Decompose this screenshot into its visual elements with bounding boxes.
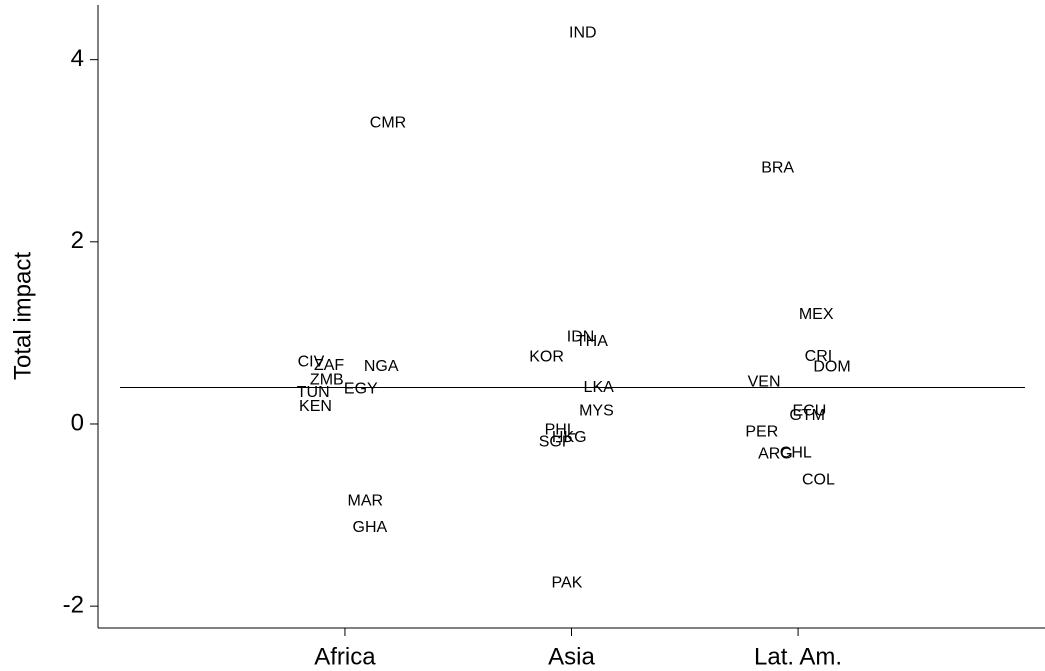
point-label: DOM: [813, 359, 850, 376]
point-label: GHA: [353, 519, 388, 536]
point-label: THA: [576, 333, 608, 350]
point-label: ARG: [758, 445, 793, 462]
y-tick-label: 4: [71, 45, 84, 72]
point-label: MAR: [348, 493, 384, 510]
point-label: IDN: [567, 329, 595, 346]
point-label: GTM: [789, 407, 825, 424]
y-tick-label: -2: [63, 591, 84, 618]
point-label: ZMB: [310, 371, 344, 388]
point-label: SGP: [539, 433, 573, 450]
point-label: KEN: [299, 398, 332, 415]
y-tick-label: 2: [71, 227, 84, 254]
point-label: MYS: [579, 402, 614, 419]
point-label: CMR: [370, 115, 406, 132]
point-label: IND: [569, 24, 597, 41]
point-label: LKA: [584, 379, 615, 396]
point-label: HKG: [552, 429, 587, 446]
point-label: ZAF: [314, 357, 344, 374]
point-label: EGY: [344, 381, 378, 398]
y-tick-label: 0: [71, 409, 84, 436]
x-tick-label: Lat. Am.: [754, 643, 842, 670]
y-axis-label: Total impact: [9, 252, 36, 380]
point-label: COL: [802, 472, 835, 489]
point-label: CHL: [780, 444, 812, 461]
point-label: ECU: [792, 402, 826, 419]
point-label: PER: [745, 423, 778, 440]
point-label: TUN: [297, 384, 330, 401]
point-label: VEN: [748, 373, 781, 390]
x-tick-label: Africa: [314, 643, 376, 670]
point-label: PAK: [552, 575, 583, 592]
point-label: BRA: [761, 159, 794, 176]
point-label: CIV: [298, 353, 325, 370]
point-label: KOR: [529, 349, 564, 366]
point-label: CRI: [805, 348, 833, 365]
point-label: MEX: [799, 306, 834, 323]
point-label: PHL: [545, 422, 576, 439]
point-label: NGA: [364, 358, 399, 375]
x-tick-label: Asia: [548, 643, 595, 670]
